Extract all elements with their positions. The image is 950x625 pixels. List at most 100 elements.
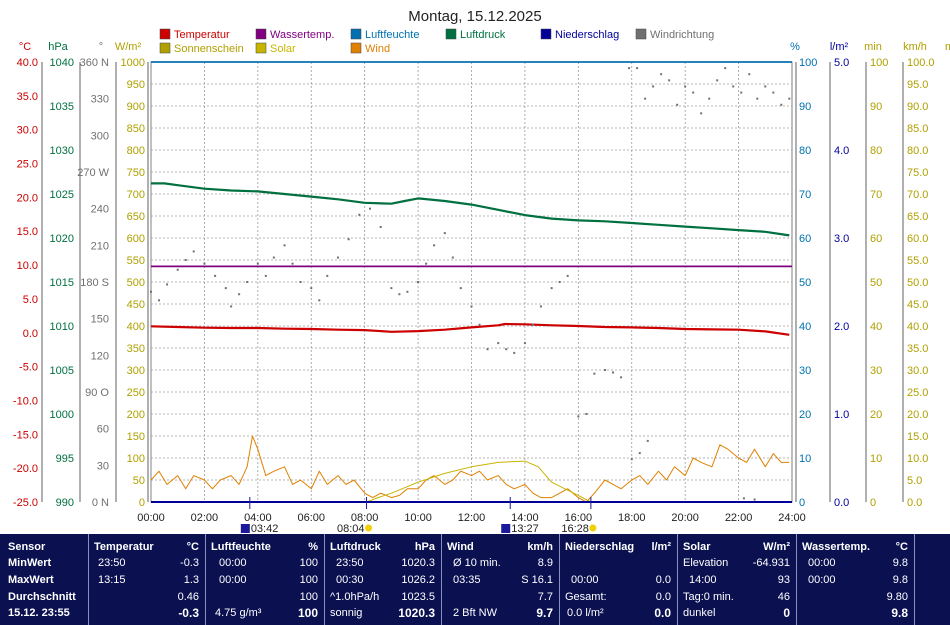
wind-tick-label: 45.0 (907, 299, 928, 311)
solar-max-time: 14:00 (689, 574, 717, 586)
temp-min-value: -0.3 (180, 557, 199, 569)
rain-tick-label: 4.0 (834, 145, 849, 157)
wind-tick-label: 90.0 (907, 101, 928, 113)
axes: °C 40.0 35.0 30.0 25.0 20.0 15.0 10.0 5.0 0.0 -5.0… (13, 41, 950, 509)
temp-tick-label: 20.0 (17, 192, 38, 204)
sunset-icon (589, 524, 597, 532)
rain-tick-label: 3.0 (834, 233, 849, 245)
rain-max-time: 00:00 (571, 574, 599, 586)
temp-min-time: 23:50 (98, 557, 126, 569)
x-tick-label: 12:00 (458, 512, 486, 524)
legend-swatch-temperatur (159, 28, 171, 40)
series-solar-line (366, 460, 592, 503)
winddir-tick-label: 90 O (85, 387, 109, 399)
winddir-point (628, 67, 631, 70)
summary-panel: Sensor MinWert MaxWert Durchschnitt 15.1… (0, 534, 950, 625)
winddir-point (150, 290, 152, 293)
winddir-point (417, 281, 420, 283)
minutes-tick-label: 70 (870, 189, 882, 201)
winddir-point (358, 213, 361, 216)
solar-tick-label: 200 (127, 409, 145, 421)
winddir-tick-label: 150 (91, 314, 109, 326)
water-current-value: 9.8 (891, 606, 908, 620)
winddir-point (318, 299, 321, 302)
wind-tick-label: 65.0 (907, 211, 928, 223)
solar-elevation-label: Elevation (683, 557, 729, 569)
pressure-max-time: 00:30 (336, 574, 364, 586)
sensor-column: Sensor MinWert MaxWert Durchschnitt 15.1… (4, 534, 88, 625)
humidity-tick-label: 70 (799, 189, 811, 201)
winddir-point (433, 244, 436, 247)
winddir-point (256, 262, 259, 265)
winddir-point (742, 497, 745, 500)
label-avg: Durchschnitt (8, 591, 76, 603)
series-windrichtung (150, 67, 791, 501)
water-avg-value: 9.80 (886, 591, 908, 603)
x-tick-label: 14:00 (511, 512, 539, 524)
x-tick-label: 02:00 (191, 512, 219, 524)
label-current: 15.12. 23:55 (8, 607, 70, 619)
solar-tick-label: 0 (139, 497, 145, 509)
water-min-time: 00:00 (808, 557, 836, 569)
x-tick-label: 00:00 (137, 512, 165, 524)
temp-tick-label: -5.0 (19, 362, 38, 374)
winddir-point (158, 299, 161, 302)
rain-tick-label: 5.0 (834, 57, 849, 69)
winddir-point (604, 369, 607, 371)
water-max-value: 9.8 (892, 574, 908, 586)
winddir-point (176, 268, 179, 271)
winddir-point (531, 323, 534, 326)
humidity-tick-label: 30 (799, 365, 811, 377)
wind-avg-value: 7.7 (537, 591, 553, 603)
pressure-max-value: 1026.2 (401, 574, 435, 586)
solar-tick-label: 250 (127, 387, 145, 399)
solar-tick-label: 100 (127, 453, 145, 465)
wind-tick-label: 60.0 (907, 233, 928, 245)
x-tick-label: 18:00 (618, 512, 646, 524)
humidity-absolute: 4.75 g/m³ (215, 607, 262, 619)
winddir-point (566, 274, 569, 277)
solar-tick-label: 500 (127, 277, 145, 289)
winddir-point (700, 112, 703, 115)
wind-tick-label: 20.0 (907, 409, 928, 421)
winddir-point (486, 348, 489, 351)
weather-chart: Montag, 15.12.2025 Temperatur Wassertemp.… (12, 8, 950, 534)
winddir-point (214, 274, 217, 277)
pressure-column: Luftdruck hPa 23:50 1020.3 00:30 1026.2 ^1.… (324, 534, 441, 625)
minutes-tick-label: 0 (870, 497, 876, 509)
solar-tick-label: 300 (127, 365, 145, 377)
humidity-max-value: 100 (299, 574, 318, 586)
winddir-point (788, 97, 791, 100)
winddir-tick-label: 120 (91, 350, 109, 362)
winddir-point (406, 290, 409, 293)
winddir-point (246, 281, 249, 283)
winddir-point (299, 281, 302, 283)
winddir-point (644, 97, 647, 100)
solar-tick-label: 1000 (121, 57, 145, 69)
pressure-trend: ^1.0hPa/h (330, 591, 380, 603)
winddir-point (577, 415, 580, 418)
winddir-point (684, 85, 687, 88)
winddir-point (166, 283, 169, 286)
panel-end-separator (914, 534, 915, 625)
rain-header: Niederschlag (565, 541, 635, 553)
extra-axis-unit: m (945, 41, 950, 53)
label-min: MinWert (8, 557, 52, 569)
winddir-point (310, 287, 313, 290)
winddir-point (708, 97, 711, 100)
winddir-point (238, 293, 241, 296)
pressure-forecast: sonnig (330, 607, 363, 619)
winddir-axis-unit: ° (99, 41, 103, 53)
wind-max-value: S 16.1 (521, 574, 553, 586)
legend-swatch-niederschlag (540, 28, 552, 40)
winddir-point (692, 91, 695, 94)
temp-tick-label: 10.0 (17, 260, 38, 272)
solar-tick-label: 750 (127, 167, 145, 179)
wind-tick-label: 5.0 (907, 475, 922, 487)
solar-avg-value: 46 (777, 591, 790, 603)
temp-unit: °C (186, 541, 199, 553)
humidity-tick-label: 40 (799, 321, 811, 333)
solar-tick-label: 50 (133, 475, 145, 487)
minutes-tick-label: 60 (870, 233, 882, 245)
temp-tick-label: 15.0 (17, 226, 38, 238)
